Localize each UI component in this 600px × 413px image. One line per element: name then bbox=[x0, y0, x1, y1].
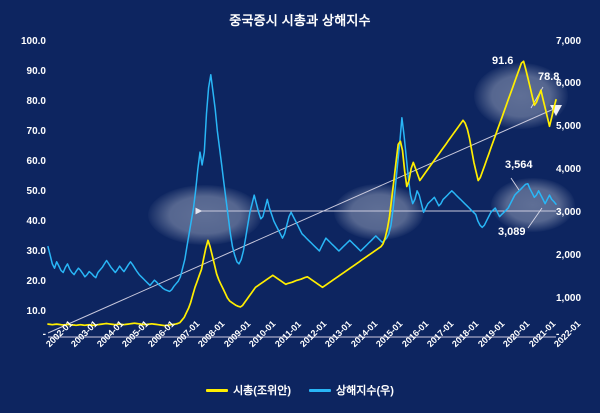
y-left-tick-80: 80.0 bbox=[26, 96, 46, 107]
x-tick-2006-01: 2006-01 bbox=[145, 318, 177, 350]
y-right-tick-6000: 6,000 bbox=[556, 78, 582, 89]
legend-item-index[interactable]: 상해지수(우) bbox=[309, 382, 394, 398]
y-right-tick-0: - bbox=[556, 329, 560, 340]
y-left-tick-0: - bbox=[42, 329, 46, 340]
x-tick-2013-01: 2013-01 bbox=[323, 318, 354, 350]
x-tick-2011-01: 2011-01 bbox=[272, 318, 303, 350]
highlight-ellipse-2015 bbox=[334, 184, 424, 240]
y-left-tick-60: 60.0 bbox=[26, 156, 46, 167]
y-left-tick-100: 100.0 bbox=[20, 36, 46, 47]
chart-legend: 시총(조위안) 상해지수(우) bbox=[0, 382, 600, 398]
legend-label-market-cap: 시총(조위안) bbox=[233, 385, 291, 397]
y-left-tick-90: 90.0 bbox=[26, 66, 46, 77]
y-left-tick-50: 50.0 bbox=[26, 186, 46, 197]
y-left-tick-20: 20.0 bbox=[26, 276, 46, 287]
y-right-tick-7000: 7,000 bbox=[556, 36, 582, 47]
legend-swatch-market-cap bbox=[206, 388, 229, 392]
x-tick-2014-01: 2014-01 bbox=[348, 318, 380, 350]
x-tick-2012-01: 2012-01 bbox=[298, 318, 329, 350]
trend-line-annotation bbox=[47, 105, 562, 334]
y-right-tick-5000: 5,000 bbox=[556, 121, 582, 132]
x-tick-2003-01: 2003-01 bbox=[69, 318, 100, 350]
y-left-tick-40: 40.0 bbox=[26, 216, 46, 227]
x-tick-2019-01: 2019-01 bbox=[475, 318, 507, 350]
chart-title: 중국증시 시총과 상해지수 bbox=[229, 13, 371, 28]
x-tick-2004-01: 2004-01 bbox=[94, 318, 126, 350]
y-right-tick-2000: 2,000 bbox=[556, 250, 582, 261]
x-tick-2020-01: 2020-01 bbox=[501, 318, 532, 350]
callout-market-cap-latest: 78.8 bbox=[538, 71, 560, 83]
highlight-ellipse-2021-index bbox=[491, 178, 575, 232]
line-series-index bbox=[47, 73, 557, 293]
y-right-tick-1000: 1,000 bbox=[556, 293, 582, 304]
y-right-tick-4000: 4,000 bbox=[556, 164, 582, 175]
x-tick-2010-01: 2010-01 bbox=[247, 318, 278, 350]
legend-label-index: 상해지수(우) bbox=[336, 385, 394, 397]
y-left-tick-70: 70.0 bbox=[26, 126, 46, 137]
y-right-tick-3000: 3,000 bbox=[556, 207, 582, 218]
callout-index-latest: 3,089 bbox=[498, 226, 526, 238]
y-left-tick-30: 30.0 bbox=[26, 246, 46, 257]
x-tick-2009-01: 2009-01 bbox=[221, 318, 253, 350]
callout-index-peak: 3,564 bbox=[505, 159, 533, 171]
y-left-tick-10: 10.0 bbox=[26, 306, 46, 317]
line-series-market-cap bbox=[47, 60, 557, 327]
x-tick-2017-01: 2017-01 bbox=[425, 318, 456, 350]
x-tick-2021-01: 2021-01 bbox=[526, 318, 558, 350]
callout-leader-lines bbox=[510, 86, 544, 229]
x-tick-2007-01: 2007-01 bbox=[171, 318, 202, 350]
x-tick-2018-01: 2018-01 bbox=[450, 318, 481, 350]
legend-item-market-cap[interactable]: 시총(조위안) bbox=[206, 382, 291, 398]
x-tick-2005-01: 2005-01 bbox=[120, 318, 151, 350]
highlight-ellipse-2008 bbox=[148, 185, 262, 245]
x-tick-2002-01: 2002-01 bbox=[44, 318, 75, 350]
highlight-ellipse-group bbox=[148, 63, 575, 245]
callout-market-cap-peak: 91.6 bbox=[492, 55, 514, 67]
x-tick-2015-01: 2015-01 bbox=[374, 318, 405, 350]
legend-swatch-index bbox=[309, 388, 331, 392]
x-tick-2016-01: 2016-01 bbox=[399, 318, 431, 350]
x-tick-2008-01: 2008-01 bbox=[196, 318, 227, 350]
